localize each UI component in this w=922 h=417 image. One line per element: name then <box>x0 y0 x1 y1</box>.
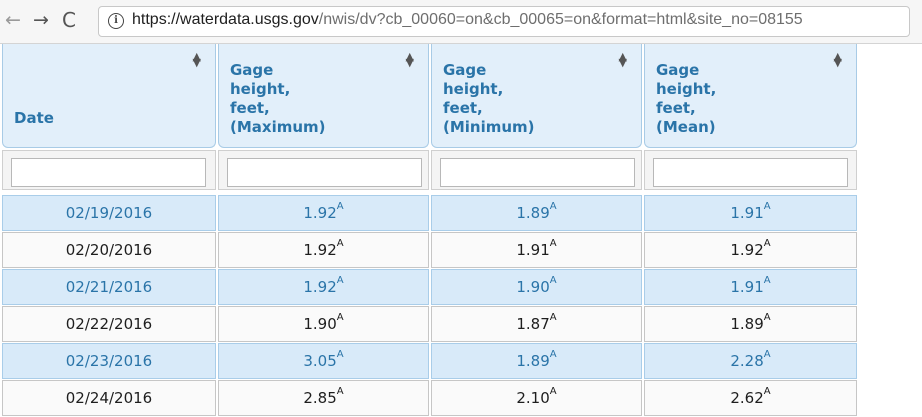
min-cell: 1.89A <box>431 195 642 231</box>
max-cell: 1.92A <box>218 232 429 268</box>
back-arrow-icon[interactable]: ← <box>5 9 21 31</box>
mean-cell: 1.89A <box>644 306 857 342</box>
column-header-min[interactable]: ▲ ▼ Gage height, feet, (Minimum) <box>431 44 642 148</box>
sort-icon[interactable]: ▲ ▼ <box>405 50 414 69</box>
reload-icon[interactable]: C <box>62 8 76 32</box>
date-cell: 02/22/2016 <box>2 306 216 342</box>
min-cell: 1.90A <box>431 269 642 305</box>
filter-input-date[interactable] <box>11 158 206 187</box>
mean-cell: 2.28A <box>644 343 857 379</box>
address-bar[interactable]: i https://waterdata.usgs.gov/nwis/dv?cb_… <box>98 6 910 37</box>
date-cell: 02/20/2016 <box>2 232 216 268</box>
date-cell: 02/24/2016 <box>2 380 216 416</box>
url-scheme: https:// <box>132 11 181 28</box>
column-header-label: Date <box>14 109 54 127</box>
date-cell: 02/19/2016 <box>2 195 216 231</box>
column-header-date[interactable]: ▲ ▼ Date <box>2 44 216 148</box>
url-host: waterdata.usgs.gov <box>180 11 319 28</box>
max-cell: 1.92A <box>218 195 429 231</box>
column-header-mean[interactable]: ▲ ▼ Gage height, feet, (Mean) <box>644 44 857 148</box>
filter-cell <box>218 150 429 190</box>
column-header-label: Gage height, feet, (Mean) <box>656 61 717 136</box>
mean-cell: 2.62A <box>644 380 857 416</box>
date-cell: 02/23/2016 <box>2 343 216 379</box>
mean-cell: 1.92A <box>644 232 857 268</box>
forward-arrow-icon[interactable]: → <box>33 9 49 31</box>
column-header-label: Gage height, feet, (Minimum) <box>443 61 535 136</box>
min-cell: 1.89A <box>431 343 642 379</box>
column-header-label: Gage height, feet, (Maximum) <box>230 61 326 136</box>
filter-cell <box>2 150 216 190</box>
page-content: ▲ ▼ Date ▲ ▼ Gage height, feet, (Maximum) … <box>0 44 922 417</box>
filter-input-min[interactable] <box>440 158 635 187</box>
column-header-max[interactable]: ▲ ▼ Gage height, feet, (Maximum) <box>218 44 429 148</box>
url-path: /nwis/dv?cb_00060=on&cb_00065=on&format=… <box>318 11 803 28</box>
filter-input-mean[interactable] <box>653 158 848 187</box>
max-cell: 3.05A <box>218 343 429 379</box>
max-cell: 1.92A <box>218 269 429 305</box>
filter-cell <box>431 150 642 190</box>
date-cell: 02/21/2016 <box>2 269 216 305</box>
min-cell: 1.87A <box>431 306 642 342</box>
info-icon[interactable]: i <box>108 13 124 29</box>
min-cell: 2.10A <box>431 380 642 416</box>
mean-cell: 1.91A <box>644 195 857 231</box>
filter-cell <box>644 150 857 190</box>
browser-toolbar: ← → C i https://waterdata.usgs.gov/nwis/… <box>0 0 922 44</box>
min-cell: 1.91A <box>431 232 642 268</box>
sort-icon[interactable]: ▲ ▼ <box>833 50 842 69</box>
max-cell: 2.85A <box>218 380 429 416</box>
filter-input-max[interactable] <box>227 158 422 187</box>
max-cell: 1.90A <box>218 306 429 342</box>
url-text[interactable]: https://waterdata.usgs.gov/nwis/dv?cb_00… <box>132 11 803 29</box>
sort-icon[interactable]: ▲ ▼ <box>192 50 201 69</box>
mean-cell: 1.91A <box>644 269 857 305</box>
sort-icon[interactable]: ▲ ▼ <box>618 50 627 69</box>
